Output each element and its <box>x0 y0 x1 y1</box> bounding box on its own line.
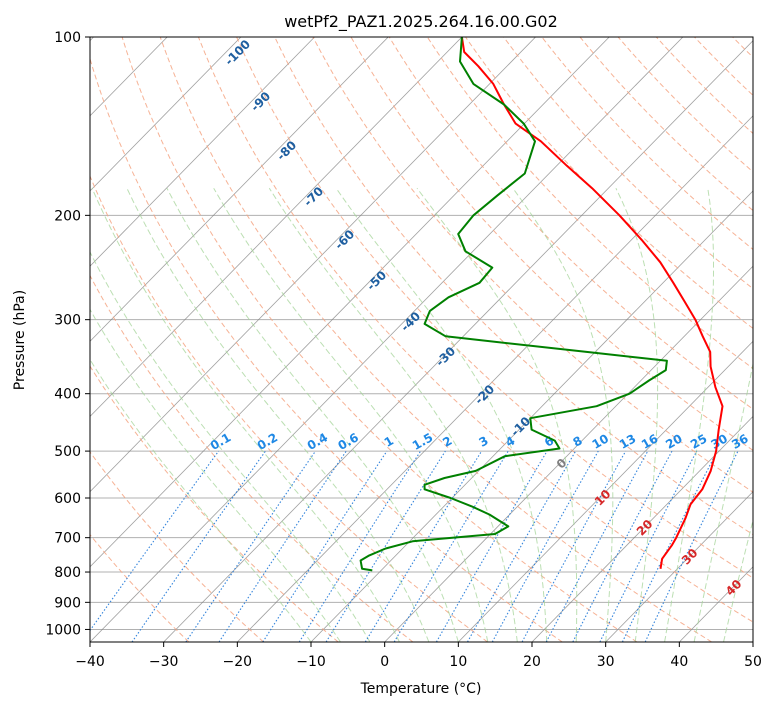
moist-adiabat-line <box>416 187 578 642</box>
moist-adiabat-line <box>166 187 459 642</box>
mixing-ratio-line <box>325 450 446 642</box>
dry-adiabat-line <box>465 37 753 329</box>
x-tick-label: 10 <box>449 654 467 670</box>
moist-adiabat-line <box>90 358 312 642</box>
moist-adiabat-line <box>723 518 753 642</box>
isotherm-line <box>90 37 315 267</box>
moist-adiabat-line <box>512 187 614 642</box>
dewpoint-profile-line <box>359 36 668 572</box>
mixing-ratio-line <box>644 450 739 642</box>
x-tick-label: −10 <box>296 654 326 670</box>
temperature-profile-line <box>460 36 724 569</box>
y-tick-label: 100 <box>54 30 81 46</box>
chart-title: wetPf2_PAZ1.2025.264.16.00.G02 <box>284 12 558 32</box>
mixing-ratio-line <box>521 450 627 642</box>
dry-adiabat-line <box>579 37 753 212</box>
plot-frame <box>89 36 754 643</box>
dry-adiabat-line <box>121 37 638 642</box>
isotherm-line <box>90 37 536 493</box>
y-tick-label: 200 <box>54 208 81 224</box>
moist-adiabat-line <box>91 187 400 642</box>
isotherm-line <box>90 37 610 568</box>
dry-adiabat-line <box>159 37 712 642</box>
mixing-ratio-line <box>572 450 673 642</box>
x-tick-label: 20 <box>523 654 541 670</box>
isotherm-line <box>384 265 753 642</box>
isotherm-line <box>90 37 389 342</box>
x-tick-label: 50 <box>744 654 762 670</box>
x-tick-label: 30 <box>597 654 615 670</box>
mixing-ratio-line <box>599 450 698 642</box>
isotherm-line <box>90 37 242 192</box>
moist-adiabat-line <box>213 187 489 642</box>
moist-adiabat-line <box>126 187 430 642</box>
dry-adiabat-line <box>197 37 753 623</box>
y-tick-label: 500 <box>54 444 81 460</box>
mixing-ratio-line <box>131 450 266 642</box>
moist-adiabat-line <box>268 187 518 642</box>
mixing-ratio-line <box>364 450 483 642</box>
x-tick-label: 40 <box>670 654 688 670</box>
isotherm-line <box>605 491 753 642</box>
isotherm-line <box>531 415 753 642</box>
dry-adiabat-line <box>90 533 190 642</box>
y-tick-label: 300 <box>54 313 81 329</box>
mixing-ratio-line <box>621 450 718 642</box>
dry-adiabat-line <box>388 37 753 410</box>
isotherm-line <box>90 37 684 642</box>
moist-adiabat-line <box>664 188 714 642</box>
x-tick-label: −20 <box>223 654 253 670</box>
y-axis-label: Pressure (hPa) <box>12 290 28 390</box>
mixing-ratio-line <box>262 450 388 642</box>
y-tick-label: 800 <box>54 565 81 581</box>
mixing-ratio-line <box>545 450 649 642</box>
moist-adiabat-line <box>90 308 341 642</box>
dry-adiabat-line <box>236 37 753 579</box>
moist-adiabat-line <box>335 187 548 642</box>
moist-adiabat-line <box>90 250 371 642</box>
isotherm-line <box>90 37 463 418</box>
x-tick-label: −40 <box>75 654 105 670</box>
dry-adiabat-line <box>312 37 753 493</box>
mixing-ratio-line <box>90 450 220 632</box>
moist-adiabat-line <box>693 361 753 642</box>
y-tick-label: 1000 <box>45 622 81 638</box>
dry-adiabat-line <box>90 274 414 642</box>
x-tick-label: −30 <box>149 654 179 670</box>
dry-adiabat-line <box>541 37 753 251</box>
isotherm-line <box>458 340 753 642</box>
mixing-ratio-line <box>491 450 599 642</box>
dry-adiabat-line <box>274 37 753 536</box>
dry-adiabat-line <box>426 37 753 370</box>
mixing-ratio-line <box>298 450 422 642</box>
y-tick-label: 700 <box>54 531 81 547</box>
x-tick-label: 0 <box>380 654 389 670</box>
mixing-ratio-line <box>467 450 577 642</box>
mixing-ratio-line <box>435 450 548 642</box>
dry-adiabat-line <box>90 57 563 642</box>
x-axis-label: Temperature (°C) <box>360 681 482 697</box>
y-tick-label: 900 <box>54 595 81 611</box>
y-tick-label: 600 <box>54 491 81 507</box>
y-tick-label: 400 <box>54 387 81 403</box>
